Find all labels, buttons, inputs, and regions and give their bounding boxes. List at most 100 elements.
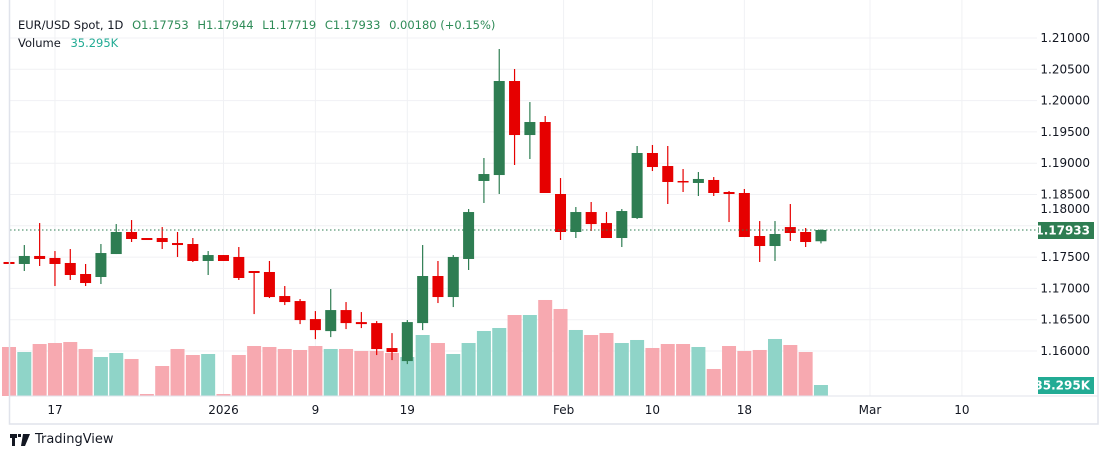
- volume-bar: [354, 350, 369, 396]
- volume-bar: [798, 352, 813, 396]
- candle-body: [49, 257, 61, 264]
- candle-body: [815, 229, 827, 242]
- candle-body: [646, 152, 658, 168]
- volume-bar: [446, 354, 461, 396]
- candle-body: [202, 255, 214, 261]
- volume-bar: [293, 349, 308, 396]
- price-tick-label: 1.20000: [1040, 94, 1090, 108]
- candle-body: [738, 192, 750, 238]
- volume-label[interactable]: Volume: [18, 36, 61, 50]
- volume-bar: [109, 353, 124, 396]
- time-axis[interactable]: 17 2026 9 19 Feb 10 18 Mar 10: [47, 403, 969, 417]
- candle-body: [616, 211, 628, 239]
- time-tick-label: 19: [400, 403, 415, 417]
- candle-body: [708, 179, 720, 193]
- tradingview-logo-icon: [10, 433, 30, 446]
- price-tick-label: 1.17000: [1040, 281, 1090, 295]
- chart-legend: EUR/USD Spot, 1D O1.17753 H1.17944 L1.17…: [18, 16, 495, 52]
- outer-border: [8, 0, 1099, 425]
- candle-body: [80, 274, 92, 284]
- volume-bar: [599, 333, 614, 396]
- volume-bar: [706, 368, 721, 396]
- volume-bar: [139, 394, 154, 396]
- candle-body: [263, 271, 275, 298]
- volume-bar: [430, 343, 445, 396]
- volume-bar: [262, 346, 277, 396]
- candle-body: [248, 270, 260, 274]
- candle-body: [309, 319, 321, 331]
- volume-bar: [813, 385, 828, 396]
- volume-bar: [676, 344, 691, 396]
- close-value: C1.17933: [324, 18, 381, 32]
- candle-body: [769, 234, 781, 247]
- candle-body: [156, 238, 168, 243]
- candle-body: [34, 255, 46, 259]
- candle-body: [800, 231, 812, 243]
- high-value: H1.17944: [197, 18, 254, 32]
- candle-body: [217, 255, 229, 261]
- candle-body: [631, 152, 643, 219]
- last-volume-badge: [1038, 377, 1094, 394]
- time-tick-label: Mar: [859, 403, 882, 417]
- volume-bars: [2, 299, 828, 396]
- candles: [3, 49, 827, 365]
- low-value: L1.17719: [262, 18, 317, 32]
- volume-bar: [170, 348, 185, 396]
- volume-bar: [614, 343, 629, 396]
- time-tick-label: 10: [645, 403, 660, 417]
- volume-bar: [783, 345, 798, 396]
- candle-body: [141, 238, 153, 241]
- volume-bar: [201, 354, 216, 396]
- price-axis[interactable]: 1.21000 1.20500 1.20000 1.19500 1.19000 1.185…: [1034, 31, 1094, 394]
- candle-body: [325, 310, 337, 332]
- volume-bar: [691, 346, 706, 396]
- volume-bar: [185, 355, 200, 396]
- volume-bar: [737, 350, 752, 396]
- volume-bar: [522, 315, 537, 396]
- volume-bar: [768, 338, 782, 396]
- candle-body: [371, 323, 383, 350]
- candle-body: [279, 296, 291, 303]
- volume-bar: [492, 327, 507, 396]
- volume-bar: [17, 352, 32, 396]
- candle-body: [126, 231, 138, 240]
- volume-bar: [63, 342, 78, 396]
- price-tick-label: 1.18500: [1040, 188, 1090, 202]
- price-tick-label: 1.18000: [1040, 202, 1090, 216]
- candle-body: [233, 256, 245, 279]
- price-tick-label: 1.16500: [1040, 313, 1090, 327]
- candle-body: [172, 243, 184, 246]
- time-tick-label: 2026: [208, 403, 239, 417]
- volume-bar: [568, 329, 583, 396]
- candle-body: [570, 212, 582, 232]
- volume-bar: [93, 356, 108, 396]
- candle-body: [18, 255, 30, 264]
- price-tick-label: 1.21000: [1040, 31, 1090, 45]
- price-tick-label: 1.19000: [1040, 156, 1090, 170]
- volume-bar: [645, 347, 660, 396]
- volume-bar: [339, 348, 354, 396]
- volume-bar: [277, 348, 292, 396]
- volume-value: 35.295K: [70, 36, 119, 50]
- volume-bar: [660, 344, 675, 396]
- tradingview-logo[interactable]: TradingView: [10, 432, 114, 447]
- volume-bar: [752, 349, 767, 396]
- candle-body: [187, 244, 199, 261]
- candle-body: [662, 166, 674, 182]
- candle-body: [110, 231, 122, 255]
- price-tick-label: 1.16000: [1040, 344, 1090, 358]
- volume-bar: [323, 348, 338, 396]
- volume-bar: [722, 346, 737, 396]
- symbol-title[interactable]: EUR/USD Spot, 1D: [18, 18, 124, 32]
- candle-body: [463, 212, 475, 259]
- time-tick-label: Feb: [553, 403, 574, 417]
- candle-body: [64, 262, 76, 276]
- candle-body: [600, 223, 612, 239]
- volume-bar: [247, 346, 262, 396]
- time-tick-label: 17: [47, 403, 62, 417]
- candle-body: [417, 276, 429, 324]
- price-tick-label: 1.20500: [1040, 62, 1090, 76]
- volume-bar: [78, 348, 93, 396]
- candle-body: [478, 174, 490, 181]
